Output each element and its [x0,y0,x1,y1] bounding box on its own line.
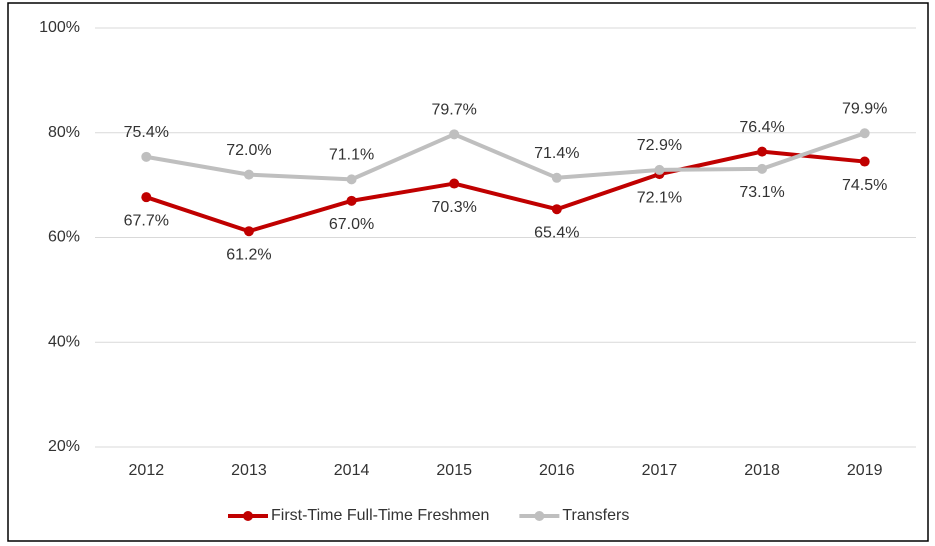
x-tick-label: 2015 [436,462,472,479]
legend-label: Transfers [562,507,629,524]
point [551,204,562,215]
data-label: 71.4% [534,145,579,162]
point [654,164,665,175]
legend-marker [534,511,545,521]
data-label: 72.1% [637,189,682,206]
data-label: 79.7% [432,102,477,119]
point [243,226,254,237]
data-label: 67.7% [124,212,169,229]
point [449,129,460,140]
data-label: 75.4% [124,124,169,141]
point [551,172,562,183]
data-label: 76.4% [739,119,784,136]
y-tick-label: 40% [48,333,80,350]
point [449,178,460,189]
x-tick-label: 2013 [231,462,267,479]
y-tick-label: 60% [48,229,80,246]
data-label: 72.0% [226,142,271,159]
data-label: 67.0% [329,216,374,233]
data-label: 61.2% [226,246,271,263]
y-tick-label: 20% [48,438,80,455]
point [141,192,152,203]
x-tick-label: 2014 [334,462,370,479]
data-label: 73.1% [739,184,784,201]
x-tick-label: 2012 [129,462,165,479]
y-tick-label: 100% [39,19,80,36]
series-line [145,131,866,182]
point [859,156,870,167]
point [859,128,870,139]
data-label: 65.4% [534,224,579,241]
x-tick-label: 2018 [744,462,780,479]
point [243,169,254,180]
data-label: 74.5% [842,177,887,194]
point [346,174,357,185]
x-tick-label: 2016 [539,462,575,479]
x-tick-label: 2019 [847,462,883,479]
point [346,195,357,206]
point [757,163,768,174]
x-tick-label: 2017 [642,462,678,479]
chart-frame [7,2,929,542]
point [141,151,152,162]
data-label: 71.1% [329,147,374,164]
point [757,146,768,157]
legend-label: First-Time Full-Time Freshmen [271,507,489,524]
data-label: 72.9% [637,137,682,154]
data-label: 70.3% [432,199,477,216]
series-line [145,149,865,234]
legend-marker [243,511,253,521]
data-label: 79.9% [842,100,887,117]
y-tick-label: 80% [48,124,80,141]
